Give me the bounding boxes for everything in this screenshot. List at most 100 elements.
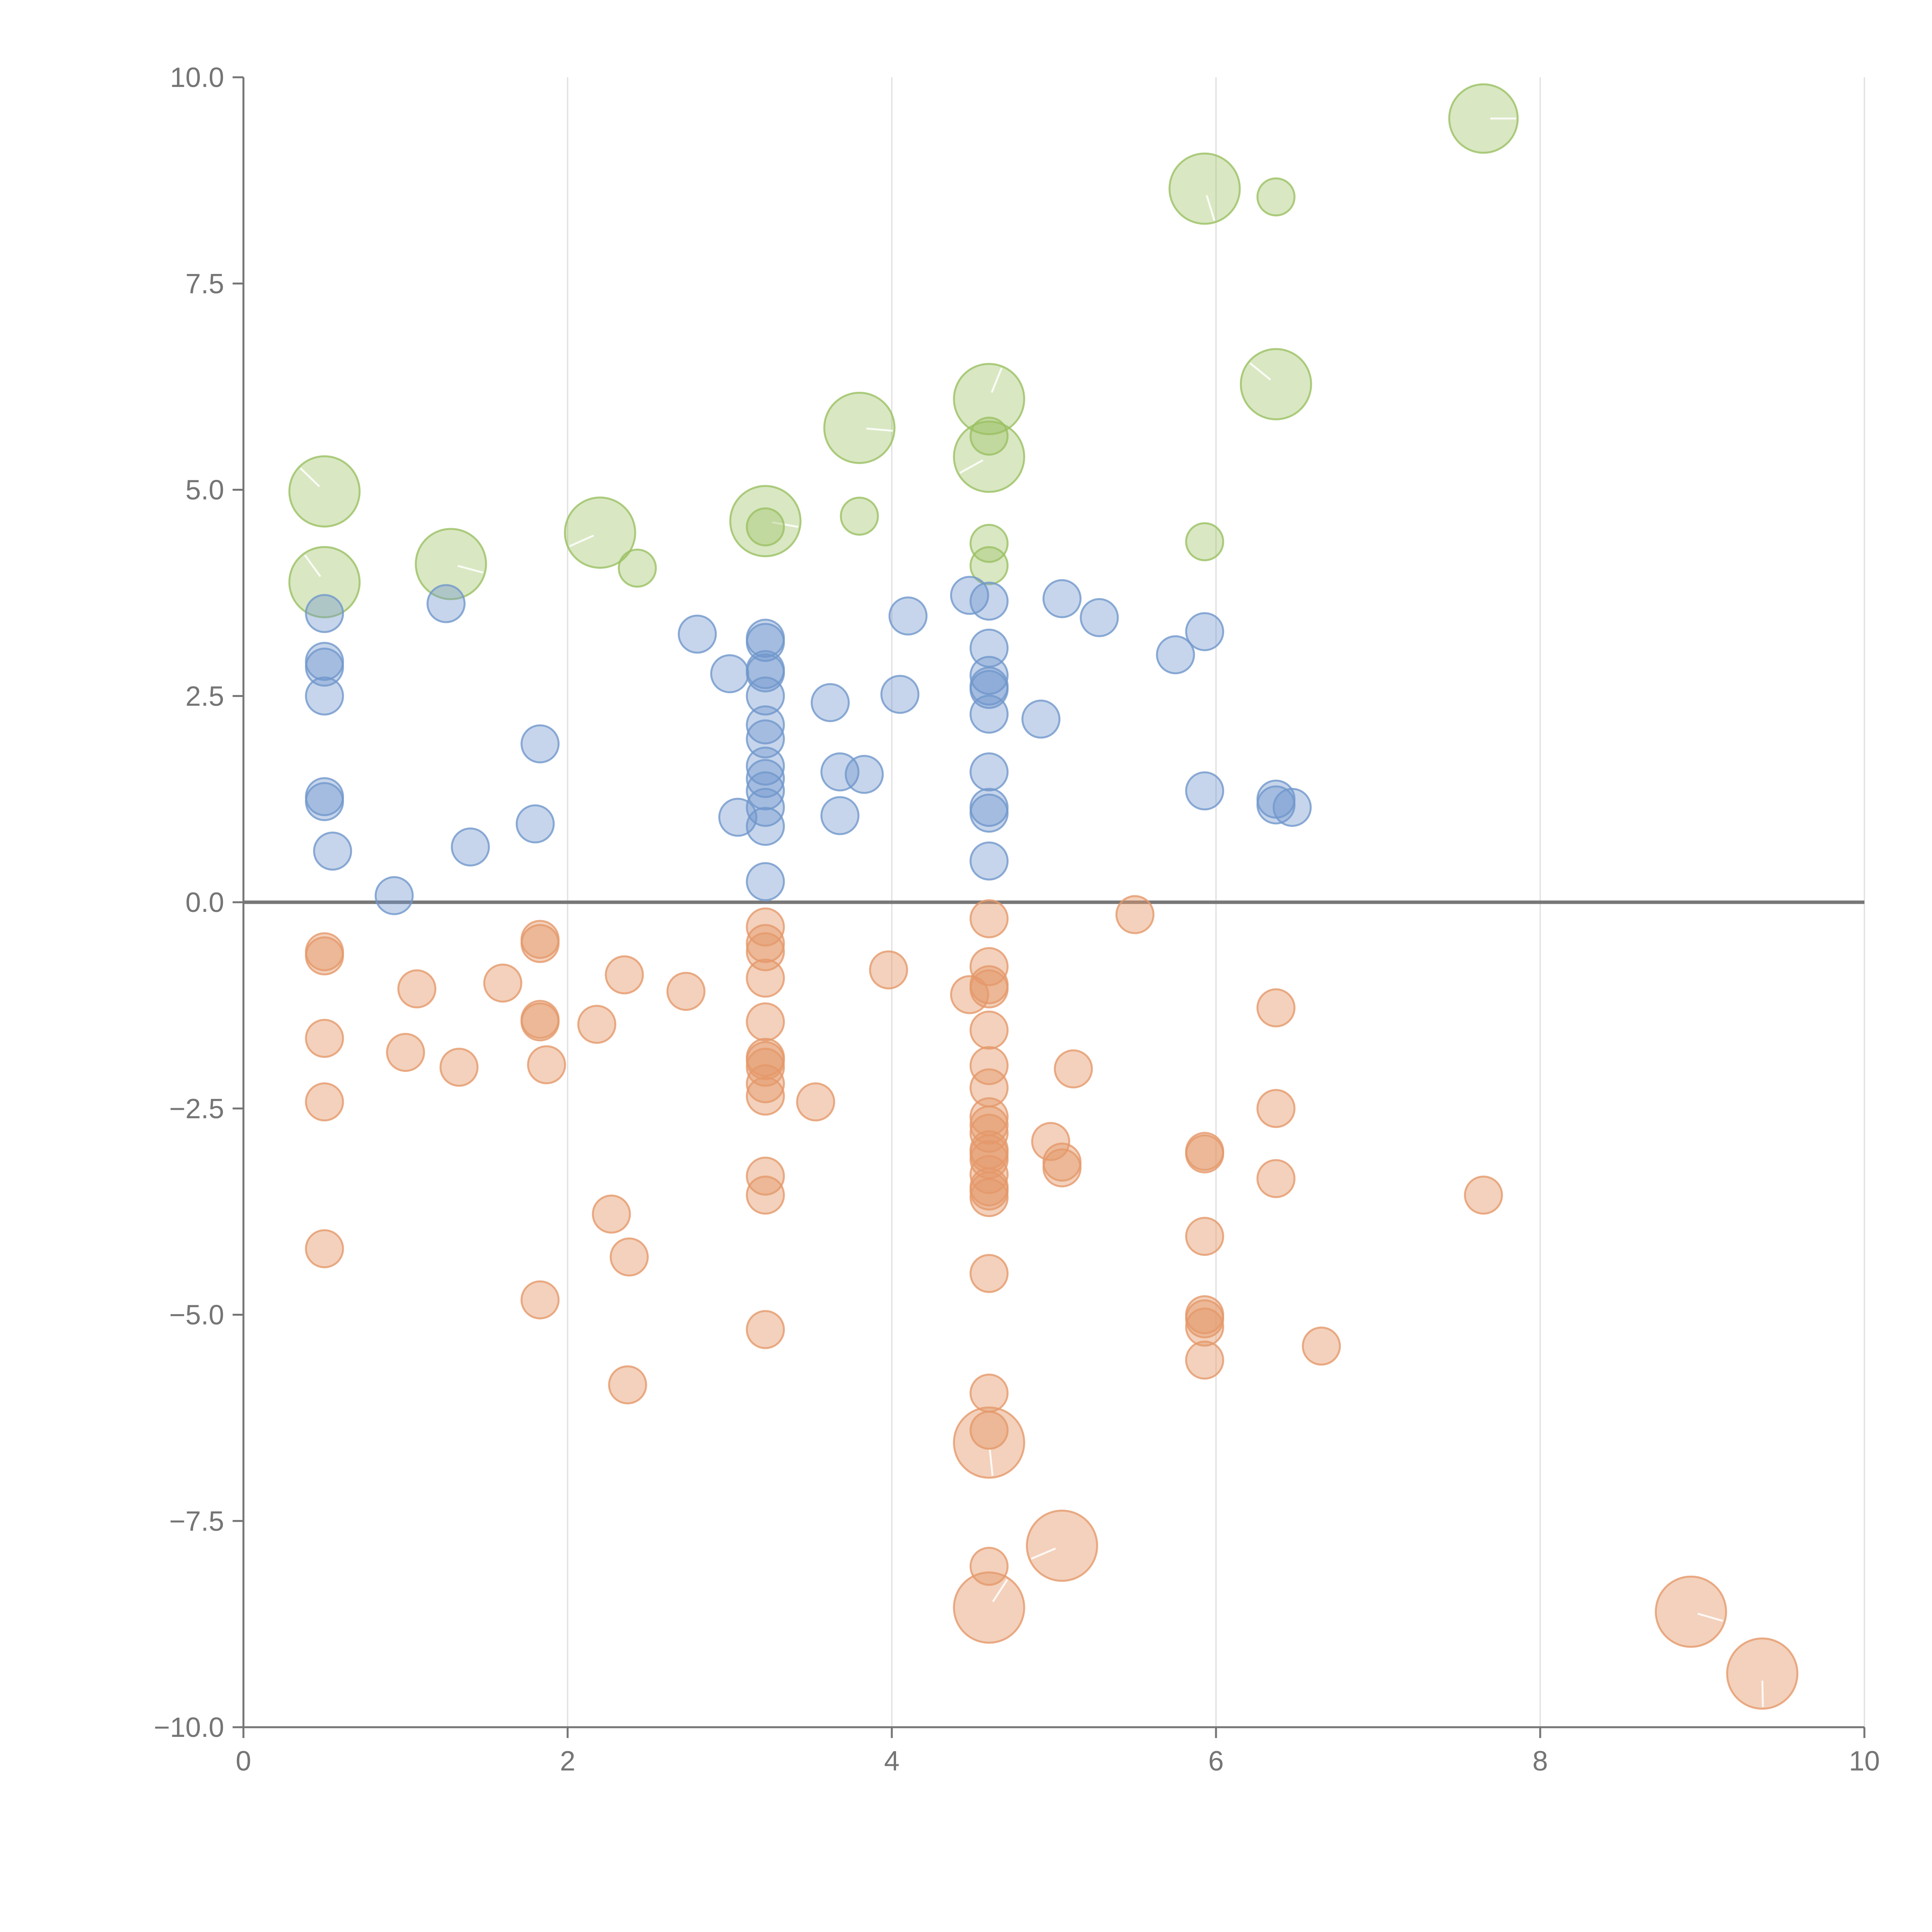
data-point-orange-37[interactable]: [796, 1082, 835, 1122]
data-point-blue-5[interactable]: [888, 596, 928, 636]
data-point-green-7[interactable]: [953, 420, 1026, 493]
data-point-blue-33[interactable]: [845, 755, 884, 794]
data-point-orange-22[interactable]: [746, 1002, 785, 1042]
data-point-orange-60[interactable]: [1185, 1217, 1225, 1256]
data-point-orange-18[interactable]: [950, 975, 989, 1014]
data-point-orange-29[interactable]: [527, 1045, 566, 1085]
data-point-orange-57[interactable]: [1464, 1175, 1503, 1215]
data-point-green-9[interactable]: [840, 497, 879, 536]
data-point-orange-61[interactable]: [305, 1229, 344, 1269]
data-point-orange-17[interactable]: [666, 972, 706, 1011]
data-point-orange-32[interactable]: [439, 1048, 479, 1087]
data-point-blue-8[interactable]: [678, 614, 717, 654]
data-point-blue-21[interactable]: [880, 675, 920, 714]
data-point-blue-48[interactable]: [746, 807, 785, 846]
data-point-orange-78[interactable]: [1655, 1575, 1727, 1648]
data-point-blue-14[interactable]: [305, 648, 344, 687]
data-point-orange-1[interactable]: [969, 899, 1009, 939]
data-point-orange-50[interactable]: [1042, 1148, 1082, 1187]
data-point-orange-0[interactable]: [1115, 895, 1155, 934]
data-point-green-0[interactable]: [1448, 83, 1519, 154]
data-point-orange-47[interactable]: [1185, 1134, 1225, 1173]
data-point-orange-23[interactable]: [577, 1005, 617, 1044]
data-point-orange-12[interactable]: [746, 958, 785, 998]
data-point-orange-10[interactable]: [869, 950, 908, 990]
data-point-blue-18[interactable]: [969, 656, 1009, 695]
data-point-orange-70[interactable]: [1185, 1340, 1225, 1380]
data-point-blue-50[interactable]: [313, 832, 352, 871]
data-point-blue-35[interactable]: [746, 771, 785, 811]
data-point-blue-39[interactable]: [305, 782, 344, 821]
data-point-orange-62[interactable]: [609, 1237, 649, 1277]
data-point-blue-41[interactable]: [1272, 787, 1312, 827]
data-point-orange-19[interactable]: [1256, 988, 1296, 1027]
data-point-blue-6[interactable]: [1080, 598, 1119, 637]
data-point-blue-22[interactable]: [305, 676, 344, 716]
data-point-blue-45[interactable]: [820, 796, 860, 835]
data-point-blue-47[interactable]: [515, 804, 555, 844]
data-point-blue-10[interactable]: [746, 622, 785, 662]
data-point-orange-33[interactable]: [1054, 1049, 1093, 1088]
data-point-green-6[interactable]: [969, 417, 1009, 456]
data-point-blue-24[interactable]: [811, 683, 850, 722]
data-point-green-10[interactable]: [729, 485, 802, 558]
data-point-blue-34[interactable]: [746, 759, 785, 798]
data-point-orange-76[interactable]: [969, 1547, 1009, 1586]
data-point-blue-49[interactable]: [451, 827, 490, 867]
data-point-green-13[interactable]: [969, 524, 1009, 563]
data-point-blue-25[interactable]: [969, 694, 1009, 734]
data-point-orange-39[interactable]: [1256, 1089, 1296, 1128]
data-point-orange-26[interactable]: [386, 1033, 425, 1072]
data-point-green-4[interactable]: [953, 363, 1026, 435]
data-point-orange-15[interactable]: [397, 969, 437, 1009]
data-point-blue-2[interactable]: [969, 582, 1009, 621]
data-point-blue-3[interactable]: [426, 584, 466, 623]
data-point-green-18[interactable]: [288, 546, 361, 619]
data-point-blue-28[interactable]: [746, 719, 785, 759]
data-point-orange-66[interactable]: [1185, 1299, 1225, 1338]
data-point-orange-63[interactable]: [969, 1254, 1009, 1293]
data-point-blue-52[interactable]: [746, 862, 785, 901]
data-point-blue-12[interactable]: [1156, 635, 1195, 674]
data-point-orange-58[interactable]: [969, 1178, 1009, 1217]
data-point-orange-31[interactable]: [746, 1048, 785, 1087]
data-point-orange-13[interactable]: [483, 963, 522, 1003]
data-point-green-14[interactable]: [1185, 522, 1225, 561]
data-point-orange-4[interactable]: [520, 924, 560, 963]
data-point-blue-23[interactable]: [746, 676, 785, 716]
data-point-green-11[interactable]: [746, 507, 785, 547]
data-point-orange-64[interactable]: [520, 1280, 560, 1320]
data-point-blue-26[interactable]: [1021, 699, 1061, 739]
data-point-orange-69[interactable]: [1302, 1327, 1341, 1366]
data-point-blue-31[interactable]: [969, 752, 1009, 792]
data-point-orange-79[interactable]: [1726, 1637, 1799, 1710]
data-point-orange-75[interactable]: [1026, 1509, 1098, 1582]
data-point-blue-7[interactable]: [1185, 612, 1225, 651]
data-point-orange-73[interactable]: [969, 1410, 1009, 1450]
data-point-green-5[interactable]: [823, 391, 896, 464]
data-point-orange-56[interactable]: [746, 1175, 785, 1215]
data-point-green-1[interactable]: [1168, 152, 1241, 225]
data-point-green-2[interactable]: [1256, 177, 1296, 217]
data-point-green-12[interactable]: [564, 497, 636, 569]
data-point-blue-27[interactable]: [746, 705, 785, 745]
data-point-orange-30[interactable]: [969, 1046, 1009, 1085]
data-point-orange-38[interactable]: [305, 1082, 344, 1122]
data-point-blue-29[interactable]: [520, 724, 560, 764]
data-point-blue-44[interactable]: [969, 793, 1009, 833]
data-point-orange-11[interactable]: [605, 955, 644, 995]
data-point-orange-24[interactable]: [969, 1010, 1009, 1050]
data-point-blue-36[interactable]: [1185, 771, 1225, 811]
data-point-green-15[interactable]: [415, 528, 487, 600]
data-point-orange-72[interactable]: [969, 1373, 1009, 1413]
data-point-orange-51[interactable]: [969, 1155, 1009, 1194]
data-point-orange-59[interactable]: [592, 1194, 631, 1234]
data-point-blue-51[interactable]: [969, 841, 1009, 881]
data-point-orange-53[interactable]: [1256, 1159, 1296, 1198]
data-point-blue-53[interactable]: [374, 876, 414, 915]
data-point-orange-8[interactable]: [305, 936, 344, 976]
data-point-blue-1[interactable]: [1042, 579, 1082, 618]
data-point-green-16[interactable]: [969, 546, 1009, 585]
data-point-orange-43[interactable]: [1031, 1122, 1070, 1161]
data-point-blue-4[interactable]: [305, 594, 344, 633]
